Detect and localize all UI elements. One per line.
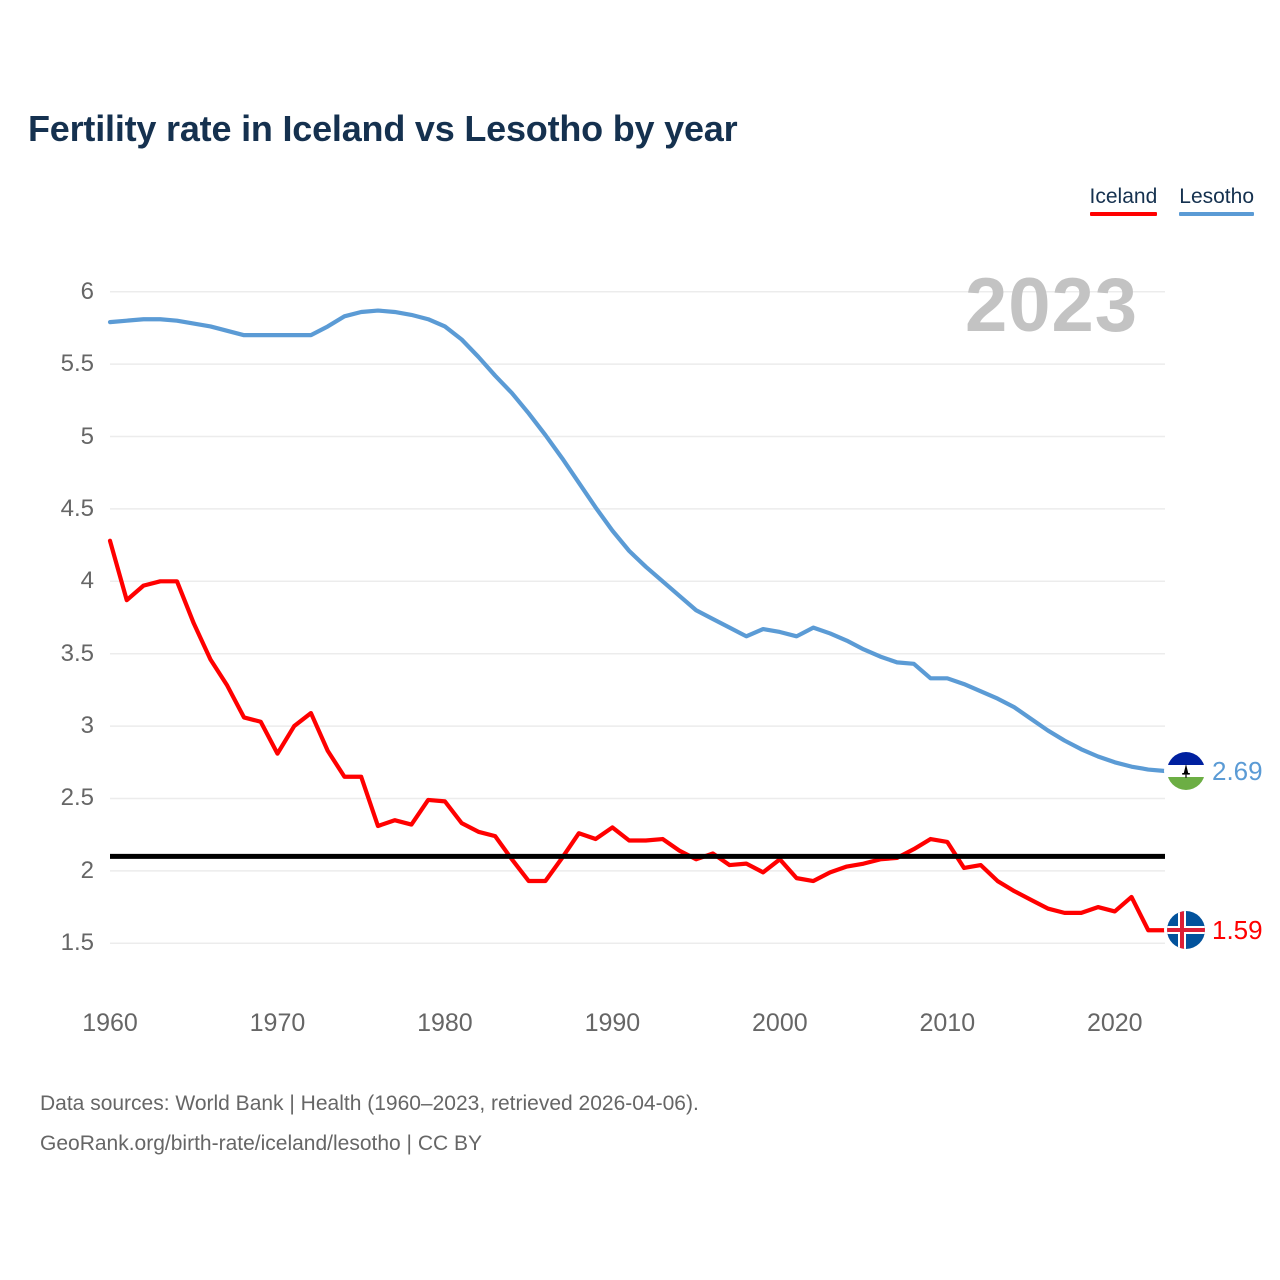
y-tick-label: 3 [80,712,94,740]
flag-band-blue [1167,751,1205,765]
legend-rule-iceland [1089,212,1158,216]
flag-cross-red-horizontal [1167,928,1205,933]
x-tick-label: 1990 [584,1009,641,1037]
footer-line-sources: Data sources: World Bank | Health (1960–… [40,1092,699,1115]
y-tick-label: 1.5 [60,929,94,957]
endpoint-lesotho: 2.69 [1167,751,1263,790]
legend-item-iceland[interactable]: Iceland [1089,184,1158,216]
y-tick-label: 5 [80,422,94,450]
footer-line-attribution: GeoRank.org/birth-rate/iceland/lesotho |… [40,1132,483,1155]
x-tick-label: 1970 [249,1009,306,1037]
x-tick-label: 2020 [1086,1009,1143,1037]
x-tick-label: 2010 [919,1009,976,1037]
iceland-flag-icon [1167,911,1205,950]
legend-rule-lesotho [1179,212,1254,216]
lesotho-flag-icon [1167,751,1205,790]
flag-cross-red-vertical [1179,911,1184,950]
legend-label-lesotho: Lesotho [1179,185,1254,208]
y-tick-label: 4.5 [60,494,94,522]
chart-legend: Iceland Lesotho [1089,184,1254,216]
endpoint-iceland: 1.59 [1167,911,1263,950]
x-tick-label: 1980 [417,1009,473,1037]
y-tick-label: 6 [80,277,94,305]
y-tick-label: 2.5 [60,784,94,812]
footer: Data sources: World Bank | Health (1960–… [40,1084,699,1164]
y-tick-label: 5.5 [60,350,94,378]
y-tick-label: 2 [80,856,94,884]
y-tick-label: 3.5 [60,639,94,667]
mokorotlo-hat-icon [1182,763,1190,778]
endpoint-value-iceland: 1.59 [1212,915,1263,946]
y-tick-label: 4 [80,567,94,595]
legend-item-lesotho[interactable]: Lesotho [1179,184,1254,216]
x-tick-label: 1960 [82,1009,138,1037]
flag-band-green [1167,777,1205,790]
page-title: Fertility rate in Iceland vs Lesotho by … [28,108,738,149]
endpoint-value-lesotho: 2.69 [1212,755,1263,786]
series-line-lesotho [107,308,1168,774]
x-tick-label: 2000 [752,1009,808,1037]
legend-label-iceland: Iceland [1089,185,1158,208]
series-line-iceland [107,538,1168,933]
year-watermark: 2023 [965,263,1139,348]
